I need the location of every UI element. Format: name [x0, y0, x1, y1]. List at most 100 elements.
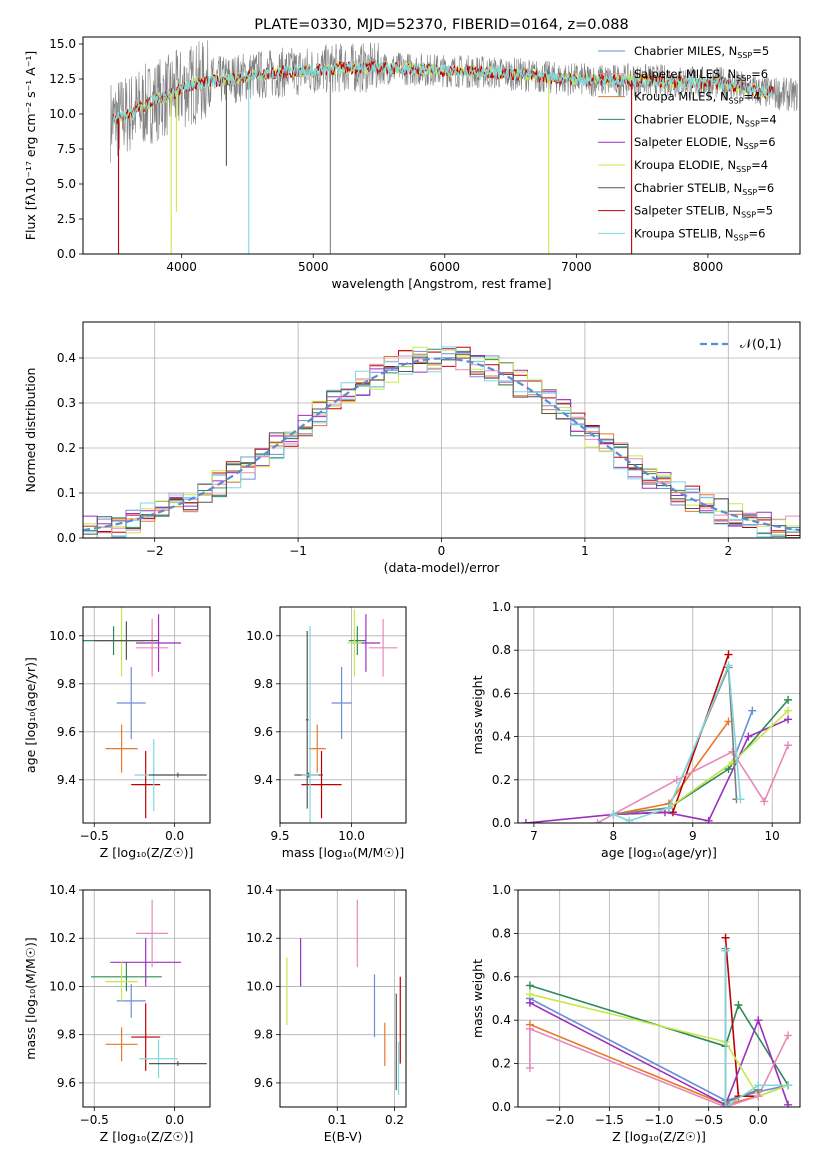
y-tick-label: 10.0: [49, 979, 76, 993]
x-tick-label: 0.0: [165, 829, 184, 843]
y-tick-label: 10.0: [49, 107, 76, 121]
x-tick-label: 7: [530, 829, 538, 843]
y-tick-label: 0.0: [57, 247, 76, 261]
y-tick-label: 0.4: [57, 351, 76, 365]
legend-label: Salpeter MILES, NSSP=6: [634, 67, 768, 83]
weight-series-line: [724, 937, 759, 1097]
weight-marker: [784, 695, 793, 704]
y-tick-label: 0.3: [57, 396, 76, 410]
weight-marker: [721, 933, 730, 942]
x-tick-label: 0.0: [165, 1113, 184, 1127]
y-tick-label: 0.0: [492, 816, 511, 830]
x-tick-label: −1: [289, 544, 307, 558]
weight-marker: [664, 803, 673, 812]
weight-marker: [704, 816, 713, 823]
x-tick-label: 1: [581, 544, 589, 558]
axes-weight-vs-age: 7 8 9 10 0.0 0.2 0.4 0.6 0.8 1.0 age [log₁₀(age/yr…: [470, 600, 801, 860]
y-tick-label: 9.8: [254, 677, 273, 691]
x-tick-label: 10: [765, 829, 780, 843]
errorbar-point: [347, 609, 362, 677]
y-tick-label: 10.0: [49, 629, 76, 643]
y-tick-label: 10.0: [246, 629, 273, 643]
legend: Chabrier MILES, NSSP=5 Salpeter MILES, NS…: [598, 44, 777, 242]
y-tick-label: 0.6: [492, 686, 511, 700]
weight-marker: [525, 1024, 534, 1033]
weight-marker: [724, 765, 733, 773]
errorbar-point: [105, 1027, 138, 1062]
plot-area: [280, 607, 406, 823]
y-axis-label: Flux [fλ10⁻¹⁷ erg cm⁻² s⁻¹ A⁻¹]: [23, 51, 38, 240]
axes-frame: [279, 889, 407, 1108]
x-tick-label: 0: [438, 544, 446, 558]
y-axis-label: Normed distribution: [23, 368, 38, 493]
x-axis-label: E(B-V): [324, 1129, 363, 1144]
y-tick-label: 9.6: [254, 1076, 273, 1090]
weight-marker: [724, 661, 733, 670]
x-axis-label: wavelength [Angstrom, rest frame]: [331, 276, 551, 291]
axes-residuals: −2 −1 0 1 2 0.0 0.1 0.2 0.3 0.4 (data-model)/error…: [23, 321, 801, 575]
weight-marker: [721, 946, 730, 955]
legend-label: Kroupa STELIB, NSSP=6: [634, 226, 765, 242]
y-tick-label: 9.6: [57, 725, 76, 739]
legend-label: Salpeter STELIB, NSSP=5: [634, 204, 773, 220]
y-tick-label: 0.2: [492, 773, 511, 787]
weight-marker: [625, 816, 634, 823]
weight-series-line: [613, 721, 730, 816]
y-tick-label: 9.4: [57, 773, 76, 787]
legend-label: Kroupa ELODIE, NSSP=4: [634, 158, 768, 174]
weight-marker: [784, 715, 793, 724]
y-tick-label: 5.0: [57, 177, 76, 191]
weight-marker: [525, 998, 534, 1007]
y-tick-label: 0.8: [492, 643, 511, 657]
legend-label: Kroupa MILES, NSSP=4: [634, 90, 760, 106]
errorbar-point: [148, 772, 207, 778]
weight-marker: [754, 1016, 763, 1025]
x-tick-label: −2: [146, 544, 164, 558]
weight-marker: [593, 819, 602, 823]
weight-series-line: [529, 1027, 789, 1107]
errorbar-point: [105, 724, 138, 773]
axes-frame: [82, 36, 801, 255]
plot-area: [83, 607, 210, 823]
errorbar-point: [94, 621, 159, 660]
errorbar-point: [131, 751, 161, 819]
errorbar-point: [116, 667, 146, 739]
errorbar-point: [131, 1003, 161, 1071]
weight-marker: [754, 1081, 763, 1090]
axes-weight-vs-Z: −2.0 −1.5 −1.0 −0.5 0.0 0.0 0.2 0.4 0.6 0.8 1.0 Z […: [470, 883, 801, 1144]
weight-series-line: [529, 993, 789, 1098]
y-tick-label: 2.5: [57, 212, 76, 226]
errorbar-point: [301, 751, 342, 819]
weight-marker: [736, 795, 745, 804]
x-tick-label: 2: [724, 544, 732, 558]
x-axis-label: Z [log₁₀(Z/Z☉)]: [612, 1129, 706, 1144]
plot-area: [518, 890, 800, 1107]
y-tick-label: 15.0: [49, 37, 76, 51]
y-tick-label: 9.6: [57, 1076, 76, 1090]
y-tick-label: 9.8: [254, 1028, 273, 1042]
x-tick-label: 0.0: [749, 1113, 768, 1127]
x-tick-label: 0.1: [328, 1113, 347, 1127]
errorbar-point: [136, 899, 169, 968]
x-tick-label: −1.5: [595, 1113, 624, 1127]
y-tick-label: 7.5: [57, 142, 76, 156]
weight-marker: [609, 810, 618, 819]
errorbar-point: [148, 1061, 207, 1067]
histogram-series: [83, 353, 800, 538]
y-tick-label: 10.2: [246, 931, 273, 945]
errorbar-point: [348, 626, 366, 655]
errorbar-point: [136, 614, 182, 672]
weight-marker: [525, 990, 534, 999]
errorbar-point: [105, 962, 138, 1001]
errorbar-point: [308, 724, 326, 773]
weight-marker: [784, 1100, 793, 1107]
axes-mass-vs-ebv: 0.1 0.2 9.6 9.8 10.0 10.2 10.4 E(B-V): [246, 883, 407, 1144]
x-tick-label: −1.0: [644, 1113, 673, 1127]
errorbar-point: [331, 667, 352, 739]
weight-marker: [668, 808, 677, 817]
axes-frame: [279, 606, 407, 824]
x-axis-label: Z [log₁₀(Z/Z☉)]: [100, 1129, 194, 1144]
axes-spectrum: 4000 5000 6000 7000 8000 0.0 2.5 5.0 7.5 10.0 12.5…: [23, 17, 801, 291]
y-tick-label: 12.5: [49, 72, 76, 86]
x-tick-label: 10.0: [338, 829, 365, 843]
